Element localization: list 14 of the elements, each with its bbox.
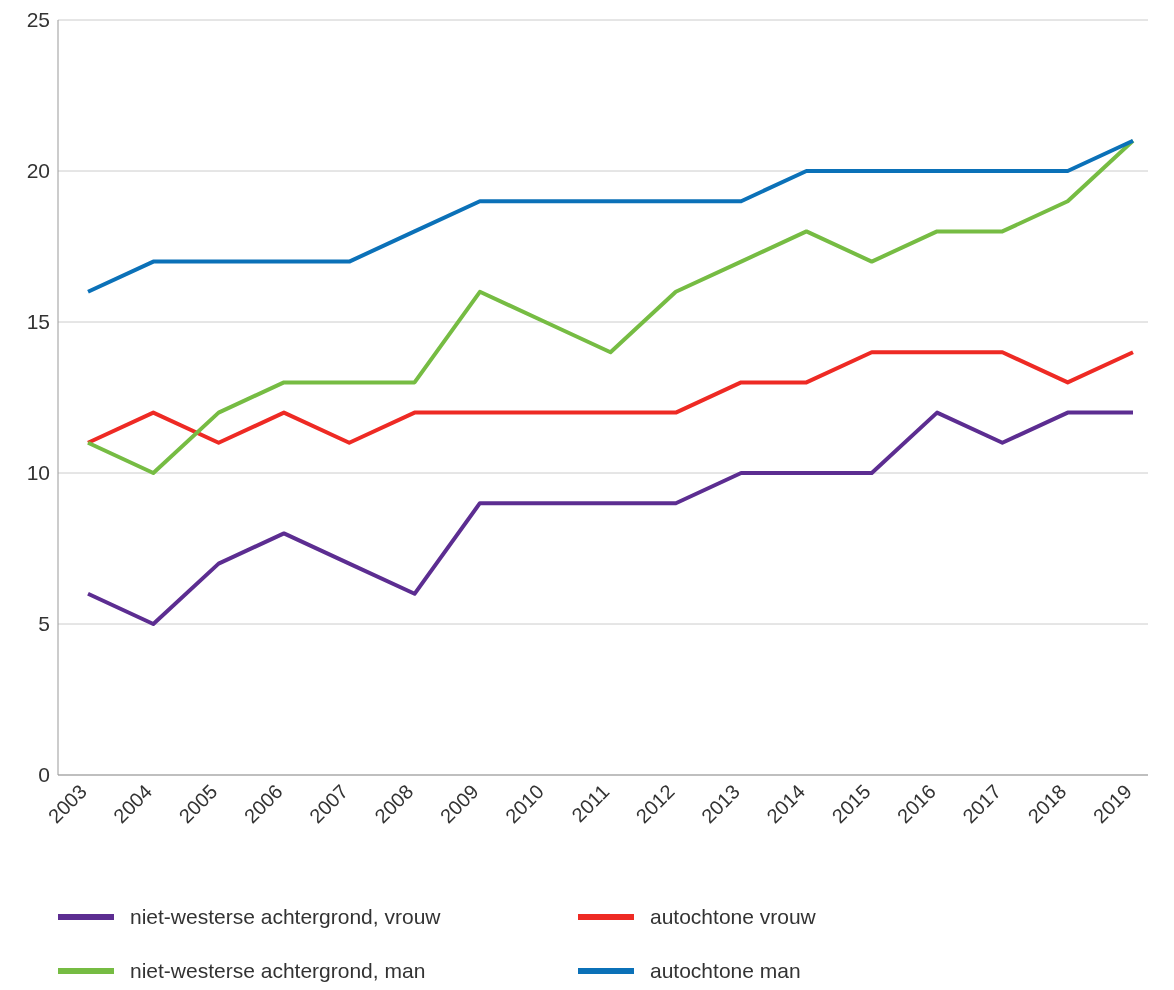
y-tick-label: 0 xyxy=(38,763,50,787)
line-series xyxy=(86,350,1135,445)
legend-label: autochtone man xyxy=(650,959,801,983)
y-tick-label: 20 xyxy=(26,159,50,183)
line-series xyxy=(86,410,1135,626)
line-series xyxy=(86,138,1135,475)
y-tick-label: 5 xyxy=(38,612,50,636)
line-series xyxy=(86,138,1135,294)
y-tick-label: 15 xyxy=(26,310,50,334)
y-tick-label: 25 xyxy=(26,8,50,32)
y-tick-label: 10 xyxy=(26,461,50,485)
legend-label: niet-westerse achtergrond, man xyxy=(130,959,426,983)
legend-label: niet-westerse achtergrond, vrouw xyxy=(130,905,441,929)
legend-label: autochtone vrouw xyxy=(650,905,816,929)
